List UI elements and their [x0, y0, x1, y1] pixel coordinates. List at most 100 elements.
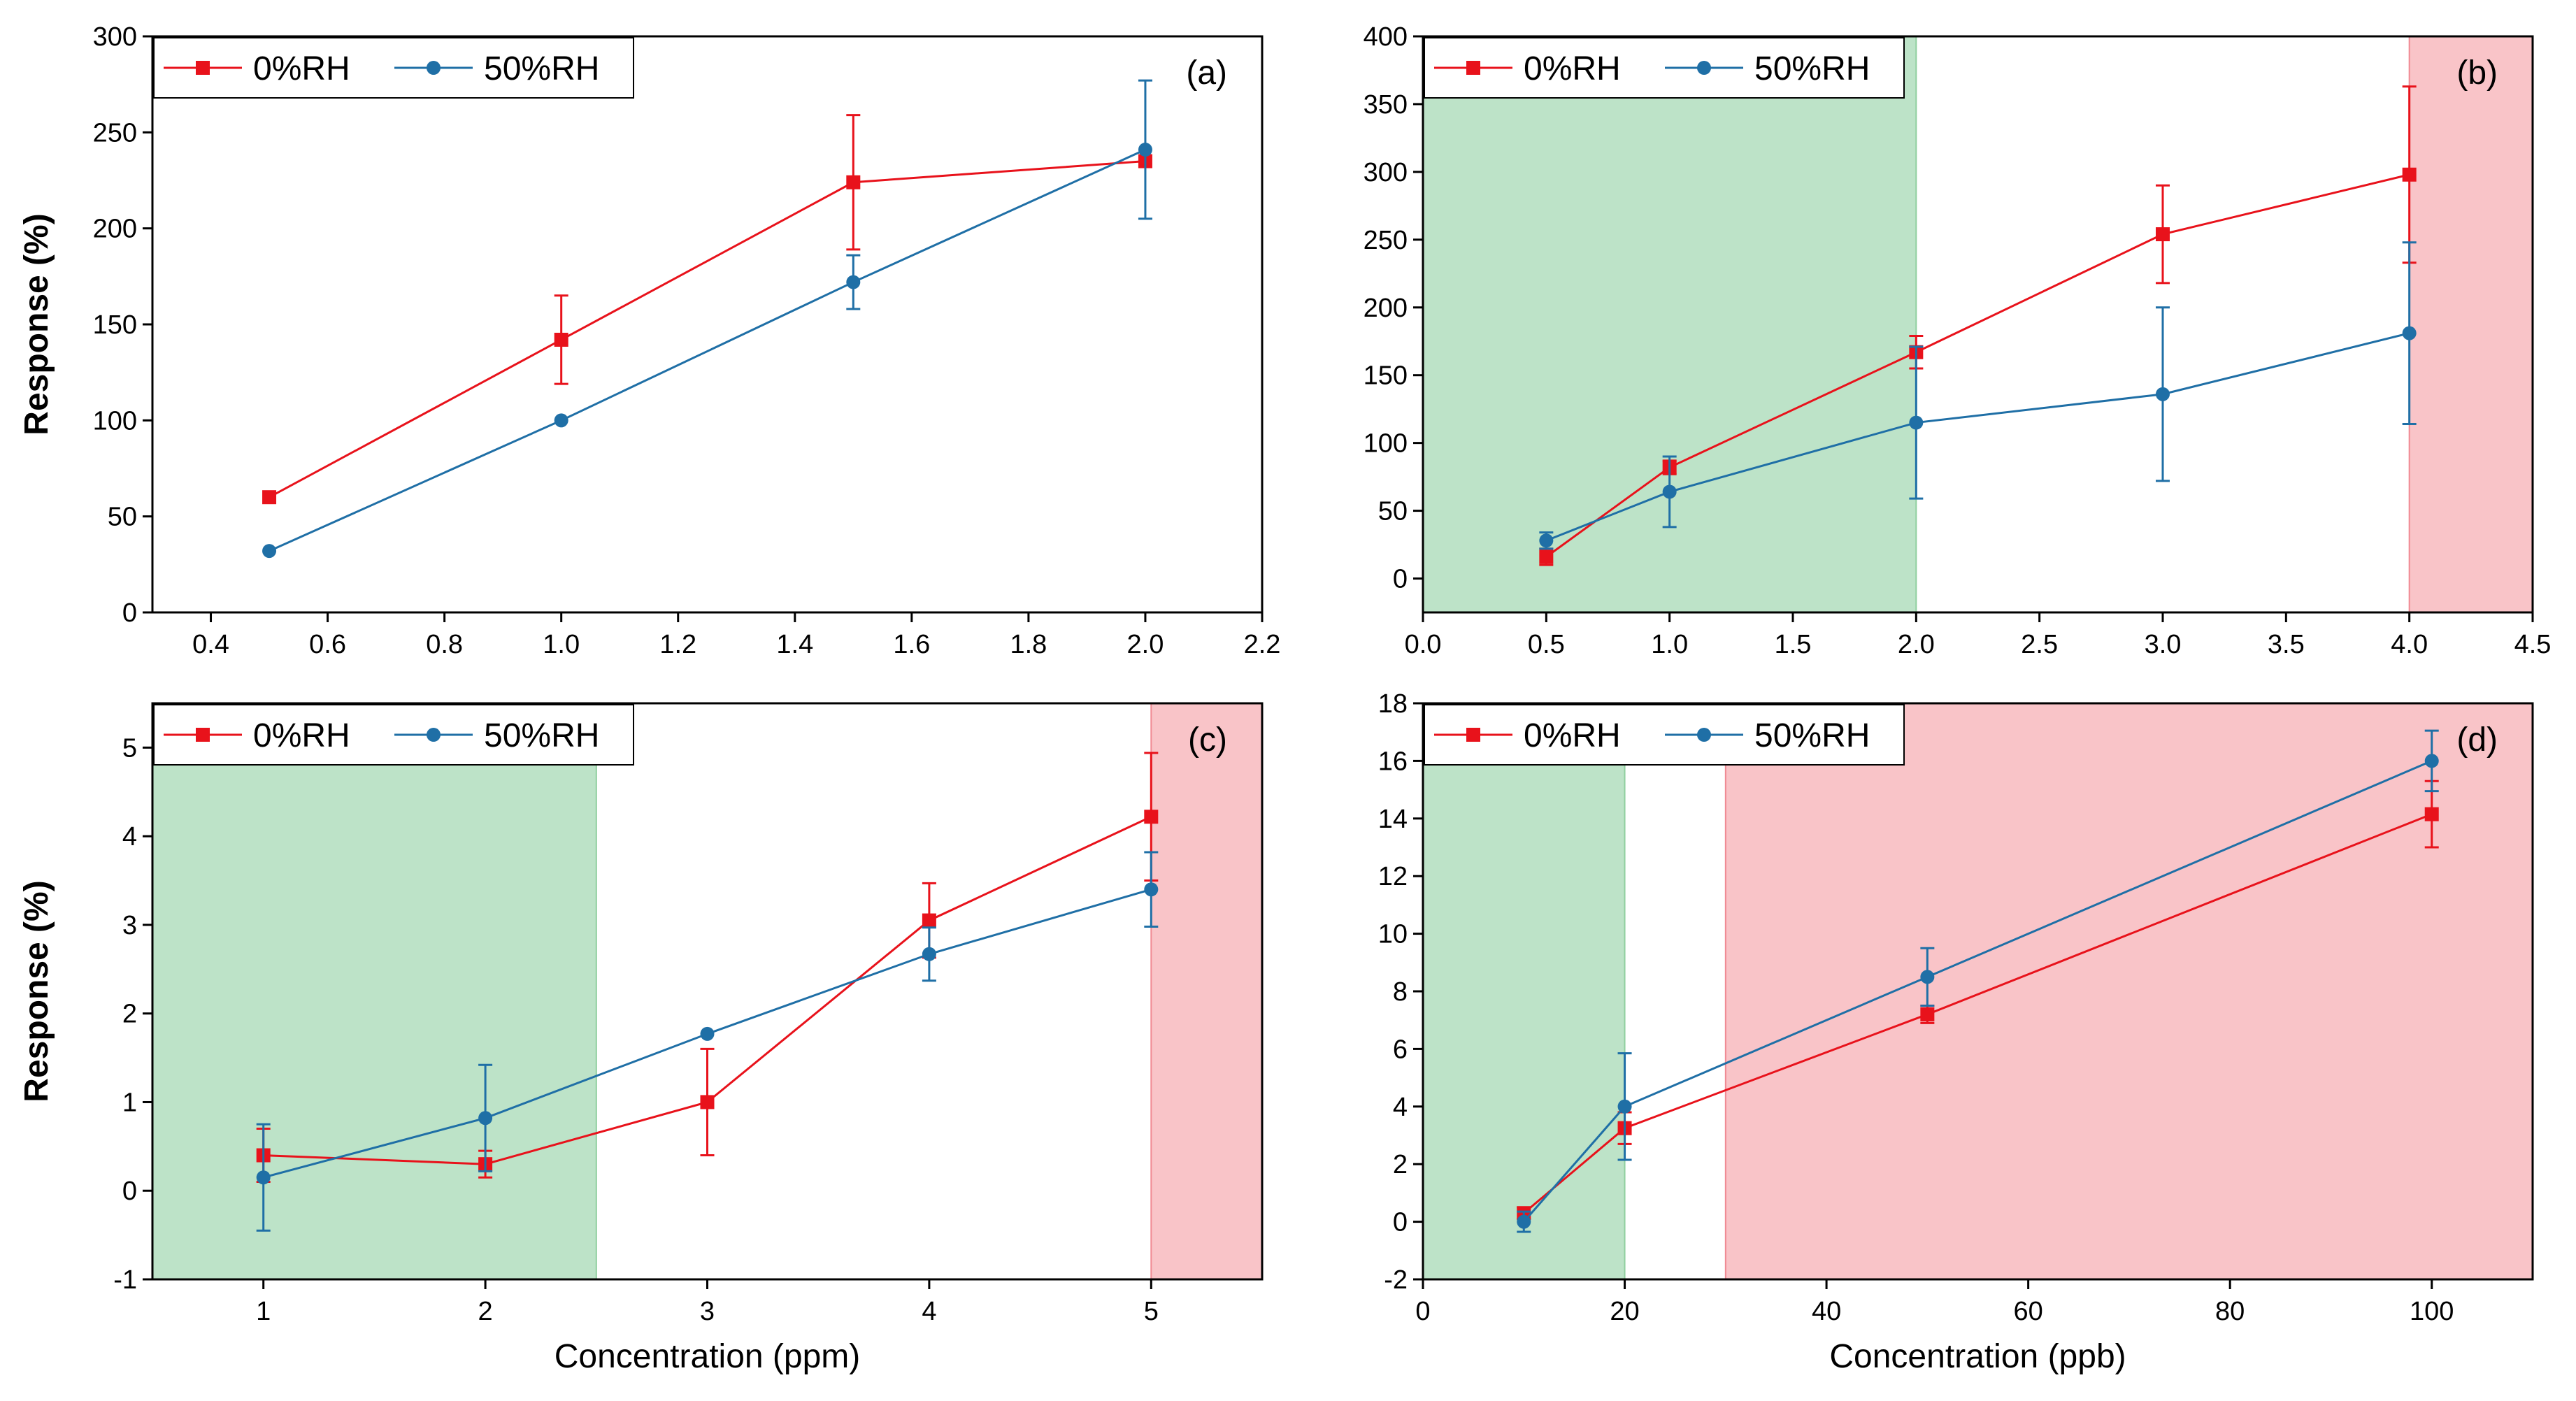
y-tick-label: 300 [1364, 158, 1408, 187]
x-tick-label: 60 [2013, 1297, 2042, 1326]
y-tick-label: 0 [122, 598, 137, 628]
data-point [2424, 807, 2439, 821]
x-tick-label: 1.8 [1010, 630, 1047, 659]
panel-label: (b) [2456, 55, 2498, 92]
series-line [269, 148, 1146, 552]
chart-panel: 0.4 0.6 0.8 1.0 1.2 1.4 1.6 1.8 2.0 2.2 0 50 100 150 2… [18, 22, 1280, 659]
data-point [1617, 1099, 1632, 1114]
legend-label: 50%RH [484, 50, 599, 87]
x-tick-label: 0 [1415, 1297, 1430, 1326]
y-tick-label: -2 [1384, 1265, 1408, 1295]
data-point [1144, 882, 1159, 897]
x-tick-label: 4.5 [2514, 630, 2552, 659]
x-tick-label: 2.2 [1244, 630, 1281, 659]
x-tick-label: 5 [1144, 1297, 1159, 1326]
data-point [700, 1095, 715, 1109]
x-tick-label: 0.0 [1405, 630, 1442, 659]
legend-label: 0%RH [1524, 717, 1621, 754]
y-tick-label: 400 [1364, 22, 1408, 52]
data-point [700, 1026, 715, 1041]
data-point [2156, 387, 2170, 401]
x-tick-label: 0.5 [1528, 630, 1565, 659]
x-tick-label: 0.4 [192, 630, 229, 659]
data-point [1144, 810, 1159, 824]
x-tick-label: 3.0 [2145, 630, 2182, 659]
data-point [2156, 227, 2170, 242]
data-point [1920, 970, 1935, 984]
y-tick-label: 300 [93, 22, 137, 52]
data-point [1909, 415, 1924, 430]
data-point [1539, 549, 1554, 564]
series [262, 114, 1152, 505]
x-tick-label: 3 [700, 1297, 715, 1326]
x-axis-label: Concentration (ppb) [1829, 1338, 2126, 1375]
data-point [262, 490, 277, 505]
series [256, 851, 1159, 1232]
legend: 0%RH 50%RH [153, 704, 634, 766]
x-tick-label: 4.0 [2391, 630, 2428, 659]
y-tick-label: 2 [122, 1000, 137, 1029]
y-tick-label: 0 [1393, 1208, 1408, 1237]
plot-frame [1422, 35, 2534, 614]
y-tick-label: 350 [1364, 90, 1408, 120]
legend-label: 50%RH [1754, 717, 1870, 754]
y-tick-label: 0 [1393, 565, 1408, 594]
y-tick-label: 3 [122, 911, 137, 940]
x-tick-label: 20 [1610, 1297, 1639, 1326]
data-point [1138, 143, 1152, 157]
y-tick-label: 4 [1393, 1093, 1408, 1122]
y-tick-label: 16 [1378, 747, 1408, 776]
data-point [262, 544, 277, 559]
data-point [1662, 484, 1677, 499]
y-tick-label: 2 [1393, 1150, 1408, 1179]
series-line [1523, 760, 2433, 1223]
data-point [1539, 533, 1554, 548]
series [1517, 729, 2439, 1233]
x-tick-label: 1.6 [893, 630, 930, 659]
y-tick-label: 5 [122, 733, 137, 763]
legend-label: 0%RH [253, 50, 350, 87]
legend-label: 0%RH [1524, 50, 1621, 87]
legend-swatch-marker [1466, 61, 1480, 75]
chart-panel: 0 20 40 60 80 100-2024681012141618Concentrati… [1378, 689, 2534, 1375]
legend-label: 50%RH [1754, 50, 1870, 87]
x-tick-label: 1 [256, 1297, 271, 1326]
data-point [922, 947, 936, 961]
series [262, 79, 1152, 559]
x-tick-label: 2.0 [1127, 630, 1164, 659]
x-tick-label: 2.0 [1898, 630, 1935, 659]
y-tick-label: 50 [1378, 497, 1408, 526]
x-tick-label: 1.4 [776, 630, 813, 659]
series-line [1523, 813, 2433, 1214]
legend-swatch-marker [1466, 728, 1480, 742]
legend: 0%RH 50%RH [1424, 704, 1905, 766]
data-point [554, 332, 568, 347]
y-tick-label: 250 [1364, 226, 1408, 255]
y-tick-label: 150 [93, 310, 137, 340]
x-tick-label: 1.2 [659, 630, 696, 659]
x-axis-label: Concentration (ppm) [554, 1338, 861, 1375]
legend-swatch-marker [1697, 61, 1711, 75]
y-axis-label: Response (%) [18, 880, 55, 1102]
shaded-region [152, 703, 596, 1279]
y-tick-label: 200 [93, 215, 137, 244]
legend-label: 0%RH [253, 717, 350, 754]
legend-label: 50%RH [484, 717, 599, 754]
x-tick-label: 1.0 [1651, 630, 1688, 659]
y-tick-label: 150 [1364, 361, 1408, 391]
x-tick-label: 0.6 [309, 630, 346, 659]
chart-panel: 1 2 3 4 5 -1 0 1 2 3 4 5 Concentration (ppm) Response… [18, 702, 1264, 1375]
legend: 0%RH 50%RH [153, 37, 634, 99]
chart-panel: 0.0 0.5 1.0 1.5 2.0 2.5 3.0 3.5 4.0 4.5 0 50 100 150 2… [1364, 22, 2552, 659]
legend-swatch-marker [427, 61, 441, 75]
x-tick-label: 2 [478, 1297, 493, 1326]
panel-label: (a) [1186, 55, 1227, 92]
series-line [269, 160, 1146, 498]
data-point [846, 175, 861, 189]
series [1539, 241, 2417, 550]
y-tick-label: 8 [1393, 977, 1408, 1007]
y-axis-label: Response (%) [18, 213, 55, 435]
data-point [554, 413, 568, 428]
data-point [2402, 326, 2417, 340]
x-tick-label: 3.5 [2268, 630, 2305, 659]
